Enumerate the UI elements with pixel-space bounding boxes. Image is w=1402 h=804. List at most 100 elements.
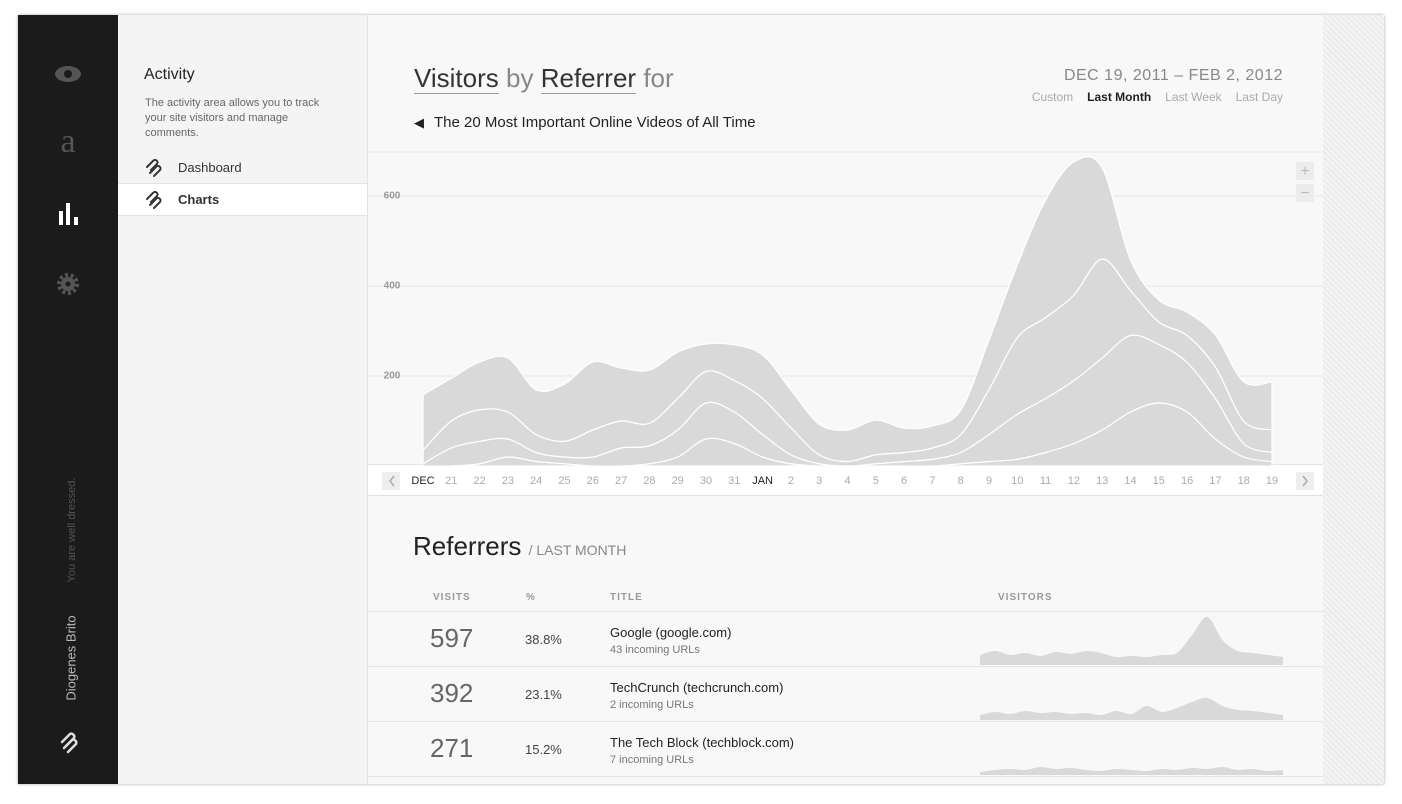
heading-word: for (643, 63, 674, 93)
section-title: Activity (144, 66, 195, 83)
nav-icon (146, 159, 162, 177)
zoom-label: − (1300, 185, 1309, 202)
visits: 271 (430, 733, 474, 763)
x-tick-label: 10 (1011, 475, 1023, 487)
x-tick-label: 29 (672, 475, 684, 487)
charts-icon[interactable] (59, 203, 78, 225)
referrer-title[interactable]: The Tech Block (techblock.com) (610, 735, 794, 750)
x-tick-label: JAN (752, 475, 773, 487)
x-tick-label: 2 (788, 475, 794, 487)
column-header: % (526, 592, 536, 603)
y-tick-label: 600 (384, 191, 401, 202)
gear-icon[interactable] (57, 273, 79, 295)
sidebar-icons: a You are well dressed. Diogenes Brito (55, 66, 81, 754)
range-option[interactable]: Last Week (1165, 90, 1222, 104)
heading-dimension[interactable]: Referrer (540, 63, 637, 94)
user-name[interactable]: Diogenes Brito (63, 615, 78, 700)
referrers-title: Referrers (413, 531, 522, 561)
x-tick-label: 22 (473, 475, 485, 487)
range-option[interactable]: Last Month (1087, 90, 1152, 104)
side-hatch (1323, 15, 1384, 784)
column-header: TITLE (610, 592, 643, 603)
percent: 23.1% (525, 687, 562, 702)
back-title: The 20 Most Important Online Videos of A… (434, 114, 756, 131)
y-tick-label: 200 (384, 371, 401, 382)
chevron (389, 475, 395, 487)
zoom-button[interactable] (1296, 184, 1314, 202)
x-tick-label: 8 (958, 475, 964, 487)
x-tick-label: 17 (1209, 475, 1221, 487)
x-tick-label: 9 (986, 475, 992, 487)
scroll-button[interactable] (1296, 472, 1314, 490)
x-tick-label: 31 (728, 475, 740, 487)
x-tick-label: 14 (1124, 475, 1136, 487)
sparkline (980, 697, 1283, 720)
back-link[interactable]: ◀ The 20 Most Important Online Videos of … (414, 114, 756, 131)
x-tick-label: 23 (502, 475, 514, 487)
sparkline (980, 766, 1283, 775)
y-tick-label: 400 (384, 281, 401, 292)
incoming-urls: 43 incoming URLs (610, 644, 700, 656)
row-divider (368, 666, 1323, 667)
range-option[interactable]: Last Day (1235, 90, 1283, 104)
visits: 392 (430, 678, 474, 708)
x-tick-label: DEC (411, 475, 434, 487)
x-tick-label: 5 (873, 475, 879, 487)
section-description: The activity area allows you to track yo… (145, 97, 320, 139)
nav-label: Dashboard (178, 160, 242, 175)
logo (60, 732, 78, 754)
x-tick-label: 24 (530, 475, 542, 487)
percent: 38.8% (525, 632, 562, 647)
x-tick-label: 7 (929, 475, 935, 487)
x-tick-label: 12 (1068, 475, 1080, 487)
range-option[interactable]: Custom (1031, 90, 1074, 104)
percent: 15.2% (525, 742, 562, 757)
x-tick-label: 13 (1096, 475, 1108, 487)
sidebar: a You are well dressed. Diogenes Brito (18, 15, 118, 784)
column-header: VISITS (433, 592, 471, 603)
nav-item[interactable]: Charts (118, 183, 367, 216)
sub-navigation: Activity The activity area allows you to… (118, 15, 368, 784)
x-tick-label: 21 (445, 475, 457, 487)
referrers-subtitle: / LAST MONTH (528, 542, 627, 558)
x-axis-bar (368, 464, 1323, 496)
x-tick-label: 27 (615, 475, 627, 487)
x-tick-label: 30 (700, 475, 712, 487)
zoom-label: + (1300, 163, 1309, 180)
range-options: Custom Last Month Last Week Last Day (1018, 90, 1283, 104)
row-divider (368, 776, 1323, 777)
x-tick-label: 4 (844, 475, 850, 487)
visits: 597 (430, 623, 474, 653)
row-divider (368, 611, 1323, 612)
referrers-heading: Referrers / LAST MONTH (413, 531, 626, 562)
eye-icon[interactable] (55, 66, 81, 82)
referrer-title[interactable]: Google (google.com) (610, 625, 732, 640)
x-tick-label: 28 (643, 475, 655, 487)
chevron (1302, 475, 1308, 487)
nav-icon (146, 191, 162, 209)
scroll-button[interactable] (382, 472, 400, 490)
heading-word: by (506, 63, 534, 93)
x-tick-label: 18 (1238, 475, 1250, 487)
x-tick-label: 16 (1181, 475, 1193, 487)
x-tick-label: 26 (587, 475, 599, 487)
sparkline (980, 616, 1283, 665)
page-heading: Visitors by Referrer for (414, 63, 674, 94)
x-tick-label: 15 (1153, 475, 1165, 487)
zoom-button[interactable] (1296, 162, 1314, 180)
referrer-title[interactable]: TechCrunch (techcrunch.com) (610, 680, 784, 695)
heading-metric[interactable]: Visitors (414, 63, 499, 94)
area-layer (422, 156, 1273, 463)
incoming-urls: 7 incoming URLs (610, 754, 694, 766)
x-tick-label: 19 (1266, 475, 1278, 487)
row-divider (368, 721, 1323, 722)
x-tick-label: 3 (816, 475, 822, 487)
brand-letter-icon[interactable]: a (60, 123, 75, 160)
x-tick-label: 11 (1040, 475, 1051, 487)
nav-item[interactable]: Dashboard (118, 152, 367, 183)
back-arrow: ◀ (414, 115, 424, 130)
date-range: DEC 19, 2011 – FEB 2, 2012 (1063, 67, 1283, 84)
nav-label: Charts (178, 192, 220, 207)
